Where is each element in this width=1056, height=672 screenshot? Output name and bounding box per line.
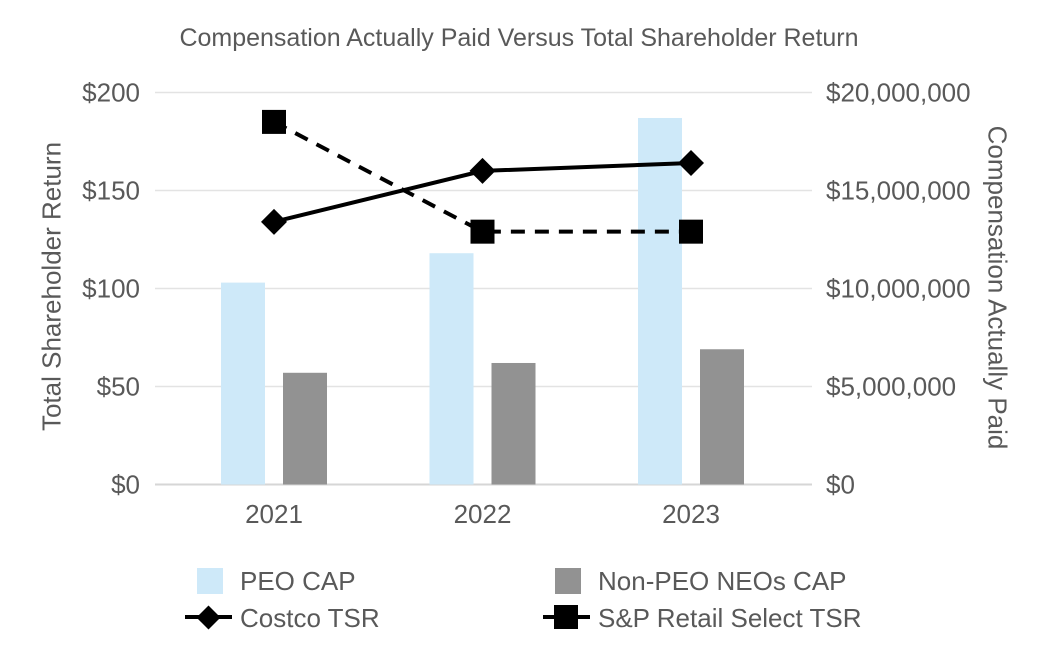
bar-non-peo-neos-cap-2023 (700, 349, 744, 485)
marker-diamond-2021 (261, 208, 287, 235)
left-tick-label: $0 (111, 470, 140, 500)
right-tick-label: $15,000,000 (826, 176, 971, 206)
right-tick-label: $10,000,000 (826, 274, 971, 304)
marker-diamond-2023 (678, 150, 704, 177)
line-s-p-retail-select-tsr (273, 120, 691, 234)
legend-label-sp-retail-tsr: S&P Retail Select TSR (598, 603, 862, 633)
legend-swatch-peo-cap (197, 568, 223, 594)
marker-diamond-2022 (469, 157, 496, 184)
bar-peo-cap-2022 (429, 253, 474, 485)
bar-non-peo-neos-cap-2021 (283, 372, 327, 485)
right-tick-label: $5,000,000 (826, 372, 956, 402)
left-axis-title: Total Shareholder Return (36, 141, 67, 432)
x-tick-label-2022: 2022 (454, 499, 512, 529)
left-tick-label: $100 (82, 274, 140, 304)
legend-square-icon (554, 605, 578, 629)
legend-swatch-non-peo-cap (555, 568, 581, 594)
bar-peo-cap-2021 (221, 282, 265, 485)
legend-label-peo-cap: PEO CAP (240, 566, 356, 596)
legend-label-non-peo-cap: Non-PEO NEOs CAP (598, 566, 847, 596)
legend-label-costco-tsr: Costco TSR (240, 603, 380, 633)
left-tick-label: $150 (82, 176, 140, 206)
right-tick-label: $20,000,000 (826, 78, 971, 108)
marker-square-2022 (470, 219, 495, 244)
left-tick-label: $200 (82, 78, 140, 108)
bar-peo-cap-2023 (638, 117, 682, 485)
left-tick-label: $50 (97, 372, 140, 402)
chart-title: Compensation Actually Paid Versus Total … (179, 24, 859, 52)
marker-square-2021 (262, 109, 286, 134)
right-tick-label: $0 (826, 470, 855, 500)
x-tick-label-2021: 2021 (245, 499, 303, 529)
bar-non-peo-neos-cap-2022 (491, 362, 536, 485)
marker-square-2023 (679, 219, 703, 244)
right-axis-title: Compensation Actually Paid (982, 125, 1013, 450)
x-tick-label-2023: 2023 (662, 499, 720, 529)
